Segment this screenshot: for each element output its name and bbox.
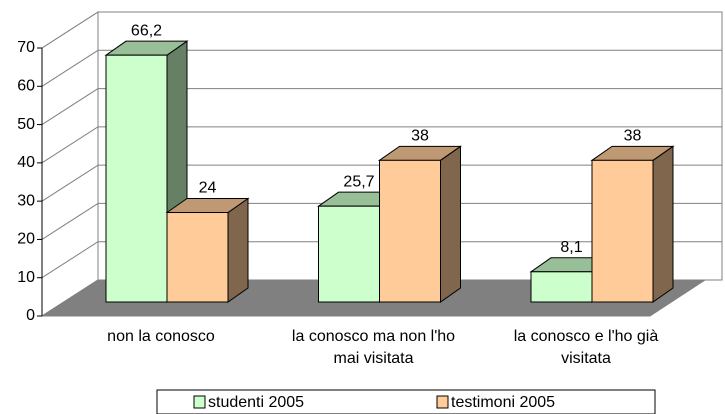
- data-label: 24: [199, 180, 217, 197]
- grid-line: [41, 88, 99, 125]
- data-label: 38: [411, 128, 429, 145]
- legend-swatch: [193, 395, 206, 409]
- data-label: 38: [624, 128, 642, 145]
- y-tick-label: 10: [17, 269, 35, 286]
- bar: [379, 159, 441, 303]
- y-tick-label: 70: [17, 39, 35, 56]
- bar: [591, 159, 654, 303]
- legend-box: [156, 389, 656, 414]
- grid-line: [41, 203, 99, 240]
- data-label: 25,7: [343, 173, 374, 190]
- x-tick-label: la conosco e l'ho già visitata: [513, 328, 659, 367]
- grid-line: [41, 126, 99, 164]
- bar-side: [227, 197, 249, 303]
- bar: [105, 54, 168, 303]
- bar-side: [652, 145, 674, 303]
- legend-label: testimoni 2005: [451, 394, 555, 411]
- legend-swatch: [436, 395, 449, 409]
- grid-line: [41, 164, 99, 202]
- grid-line: [41, 11, 99, 49]
- bar: [530, 271, 593, 303]
- x-tick-label: la conosco ma non l'ho mai visitata: [291, 328, 456, 367]
- data-label: 8,1: [560, 239, 582, 256]
- data-label: 66,2: [131, 22, 162, 39]
- y-tick-label: 0: [26, 307, 35, 324]
- y-tick-label: 60: [17, 78, 35, 95]
- y-tick-label: 40: [17, 154, 35, 171]
- y-tick-label: 30: [17, 192, 35, 209]
- bar: [318, 205, 380, 303]
- bar: [166, 212, 229, 303]
- y-tick-label: 20: [17, 231, 35, 248]
- y-tick-label: 50: [17, 116, 35, 133]
- x-tick-label: non la conosco: [107, 328, 215, 345]
- grid-line: [41, 49, 99, 87]
- side-wall: [41, 11, 99, 317]
- grid-line: [41, 241, 99, 279]
- bar-side: [440, 145, 461, 303]
- legend-label: studenti 2005: [208, 394, 304, 411]
